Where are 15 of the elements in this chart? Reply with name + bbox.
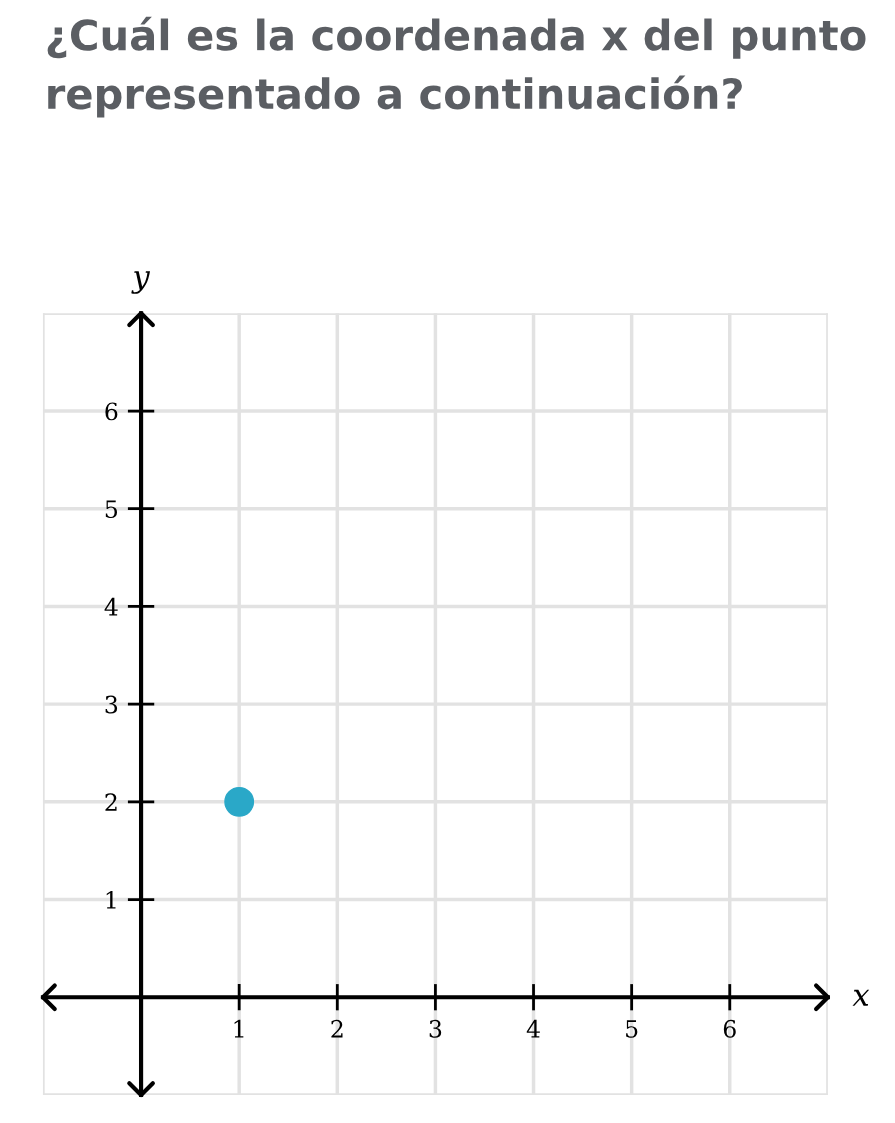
x-tick-label: 2	[331, 1019, 343, 1038]
y-tick-label: 5	[105, 500, 118, 519]
x-tick-label: 6	[723, 1019, 736, 1038]
x-tick-label: 1	[234, 1019, 244, 1038]
y-tick-label: 3	[105, 695, 118, 714]
y-tick-label: 6	[105, 402, 118, 421]
x-tick-label: 4	[526, 1019, 540, 1038]
y-tick-label: 4	[104, 597, 118, 616]
y-tick-label: 2	[105, 793, 117, 811]
chart-title: ¿Cuál es la coordenada x del punto representado a continuación?	[47, 16, 866, 118]
x-tick-label: 3	[429, 1019, 442, 1038]
x-axis-title: x	[852, 989, 870, 1006]
y-axis-title: y	[131, 271, 151, 294]
x-tick-label: 5	[626, 1020, 638, 1038]
y-tick-label: 1	[106, 890, 116, 909]
